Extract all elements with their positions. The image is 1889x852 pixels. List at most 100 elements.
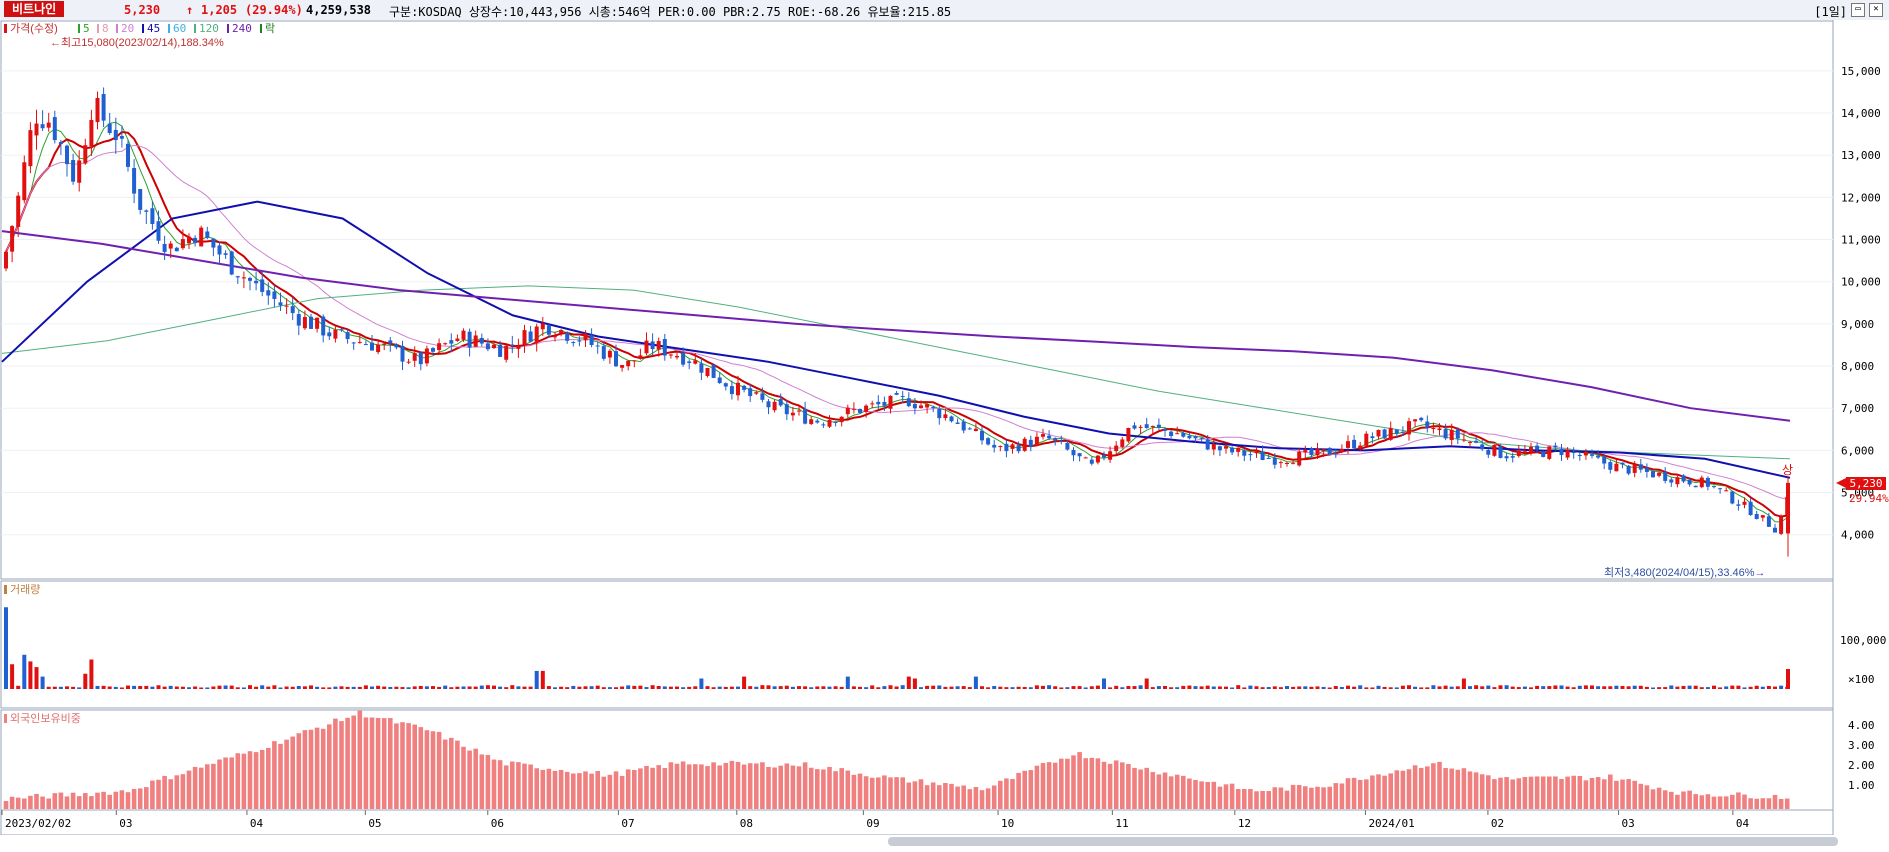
restore-icon[interactable]: ▭	[1851, 3, 1865, 17]
candle	[540, 323, 545, 330]
candle	[565, 332, 570, 341]
foreign-bar	[1723, 796, 1729, 809]
foreign-bar	[412, 724, 417, 809]
volume-bar	[638, 685, 643, 689]
x-tick-6: 08	[740, 817, 753, 830]
ma-legend-7: 락	[265, 22, 275, 35]
volume-bar	[1193, 686, 1198, 689]
candle	[1571, 451, 1576, 454]
volume-bar	[1529, 687, 1533, 689]
candle	[1693, 485, 1698, 488]
foreign-bar	[595, 771, 600, 809]
volume-bar	[1602, 686, 1607, 689]
foreign-bar	[564, 771, 570, 809]
candle	[1510, 456, 1515, 458]
candle	[479, 337, 484, 344]
candle	[1773, 527, 1777, 533]
period-selector[interactable]: [1일]	[1814, 5, 1847, 19]
volume-bar	[1730, 685, 1735, 689]
close-icon[interactable]: ✕	[1869, 3, 1883, 17]
foreign-bar	[284, 739, 289, 809]
volume-bar	[1736, 685, 1741, 689]
candle	[711, 364, 716, 378]
volume-bar	[1004, 687, 1009, 689]
candle	[998, 446, 1003, 448]
foreign-bar	[668, 762, 674, 809]
candle	[1199, 437, 1204, 439]
up-arrow-icon: ↑	[186, 3, 194, 17]
volume-bar	[803, 686, 808, 689]
candle	[864, 405, 869, 412]
candle	[1187, 435, 1192, 439]
volume-bar	[1132, 686, 1137, 689]
candle	[1297, 451, 1302, 466]
foreign-bar	[436, 731, 442, 809]
candle	[1114, 445, 1119, 452]
candle	[821, 424, 826, 426]
foreign-tick-3: 3.00	[1848, 739, 1875, 752]
candle	[632, 360, 637, 362]
volume-tick-unit: ×100	[1848, 673, 1875, 686]
foreign-bar	[3, 801, 9, 809]
candle	[1559, 449, 1564, 456]
foreign-bar	[979, 790, 985, 809]
candle	[1687, 479, 1692, 485]
y-tick-2: 13,000	[1841, 149, 1881, 162]
volume-bar	[1577, 685, 1582, 689]
foreign-bar	[442, 739, 448, 809]
volume-bar	[229, 685, 234, 689]
stock-name[interactable]: 비트나인	[4, 1, 65, 17]
candle	[699, 363, 704, 373]
candle	[77, 160, 82, 183]
candle	[1651, 471, 1655, 478]
candle	[717, 377, 722, 384]
foreign-bar	[961, 785, 966, 809]
candle	[1474, 440, 1479, 443]
volume-bar	[1687, 685, 1692, 689]
foreign-bar	[1229, 783, 1235, 809]
candle	[766, 401, 771, 408]
candle	[559, 330, 564, 334]
foreign-bar	[1132, 767, 1137, 809]
candle	[571, 342, 576, 344]
foreign-bar	[1089, 757, 1095, 809]
stock-chart[interactable]: 15,000 14,000 13,000 12,000 11,000 10,000 9,00…	[0, 20, 1889, 835]
volume-bar	[894, 686, 899, 689]
volume-bar	[333, 686, 338, 689]
candle	[95, 97, 100, 123]
foreign-bar	[888, 777, 893, 809]
foreign-tick-2: 2.00	[1848, 759, 1875, 772]
foreign-bar	[516, 762, 521, 809]
volume-bar	[132, 685, 137, 689]
volume-bar	[1169, 687, 1174, 689]
volume-bar	[1089, 686, 1094, 689]
y-tick-7: 8,000	[1841, 360, 1874, 373]
foreign-bar	[1120, 762, 1125, 809]
volume-bar	[1614, 685, 1619, 689]
foreign-bar	[1589, 777, 1595, 809]
candle	[1754, 513, 1759, 519]
candle	[1400, 431, 1405, 433]
candle	[1394, 429, 1399, 434]
volume-bar	[961, 686, 966, 689]
candle	[1266, 457, 1271, 459]
volume-bar	[601, 687, 606, 689]
volume-bar	[1224, 686, 1228, 689]
candle	[1358, 445, 1363, 448]
foreign-bar	[1364, 779, 1369, 809]
time-scrollbar[interactable]	[888, 837, 1838, 846]
price-change-percent: (29.94%)	[245, 3, 303, 17]
candle	[858, 409, 862, 413]
candle	[449, 340, 454, 344]
foreign-bar	[101, 791, 106, 809]
candle	[1346, 441, 1350, 448]
candle	[1254, 451, 1259, 454]
volume-bar	[1272, 686, 1277, 689]
candle	[1626, 465, 1631, 474]
candle	[388, 340, 393, 344]
volume-bar	[193, 686, 198, 689]
candle	[1730, 491, 1735, 504]
candle	[1120, 439, 1125, 447]
candle	[577, 340, 582, 342]
candle	[1169, 431, 1174, 437]
